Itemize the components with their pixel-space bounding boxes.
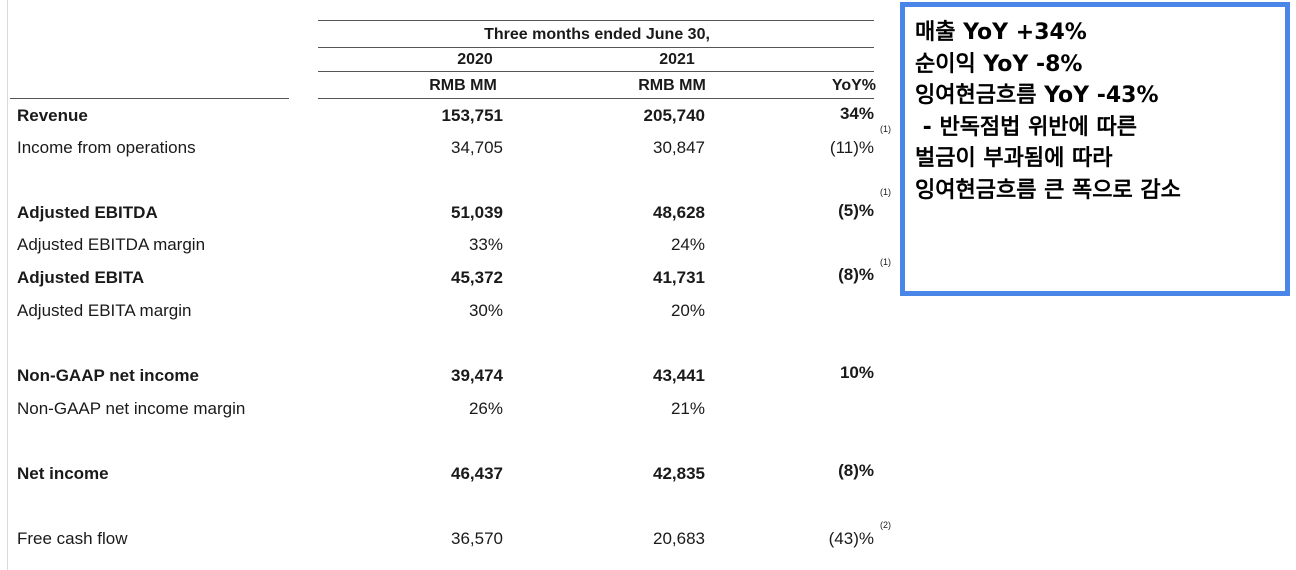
- row-label-revenue: Revenue: [17, 106, 88, 125]
- adjusted-ebitda-footnote: (1): [880, 187, 891, 197]
- callout-line-fcf-decline: 잉여현금흐름 큰 폭으로 감소: [915, 177, 1181, 203]
- header-bottom-rule-left: [10, 98, 289, 99]
- row-label-adjusted-ebitda-margin: Adjusted EBITDA margin: [17, 235, 206, 254]
- adjusted-ebitda-margin-2021: 24%: [670, 235, 705, 254]
- callout-line-net-income: 순이익 YoY -8%: [915, 51, 1083, 77]
- row-label-adjusted-ebita-margin: Adjusted EBITA margin: [17, 301, 192, 320]
- free-cash-flow-2021: 20,683: [653, 529, 705, 548]
- adjusted-ebita-2021: 41,731: [653, 268, 705, 287]
- adjusted-ebitda-margin-2020: 33%: [468, 235, 503, 254]
- row-label-non-gaap-net-income: Non-GAAP net income: [17, 366, 199, 385]
- free-cash-flow-2020: 36,570: [451, 529, 503, 548]
- period-underline: [318, 47, 874, 48]
- non-gaap-net-income-margin-2020: 26%: [468, 399, 503, 418]
- row-label-income-from-operations: Income from operations: [17, 138, 196, 157]
- adjusted-ebita-2020: 45,372: [451, 268, 503, 287]
- revenue-2021: 205,740: [643, 106, 705, 125]
- income-from-operations-2021: 30,847: [653, 138, 705, 157]
- header-bottom-rule-right: [318, 98, 874, 99]
- net-income-yoy: (8)%: [838, 461, 874, 480]
- non-gaap-net-income-2021: 43,441: [653, 366, 705, 385]
- year-2020-header: 2020: [457, 51, 493, 68]
- adjusted-ebitda-2021: 48,628: [653, 203, 705, 222]
- row-label-net-income: Net income: [17, 464, 109, 483]
- adjusted-ebita-margin-2020: 30%: [468, 301, 503, 320]
- header-top-rule: [318, 20, 874, 21]
- callout-line-fine: 벌금이 부과됨에 따라: [915, 146, 1113, 171]
- callout-line-revenue: 매출 YoY +34%: [915, 20, 1087, 45]
- row-label-adjusted-ebita: Adjusted EBITA: [17, 268, 145, 287]
- adjusted-ebitda-yoy: (5)%: [838, 201, 874, 220]
- non-gaap-net-income-yoy: 10%: [839, 363, 874, 382]
- row-label-adjusted-ebitda: Adjusted EBITDA: [17, 203, 158, 222]
- page-left-border: [0, 0, 8, 570]
- callout-line-antitrust: - 반독점법 위반에 따른: [915, 114, 1137, 140]
- adjusted-ebitda-2020: 51,039: [451, 203, 503, 222]
- unit-2020-header: RMB MM: [429, 77, 497, 94]
- yoy-header: YoY%: [831, 77, 876, 94]
- row-label-non-gaap-net-income-margin: Non-GAAP net income margin: [17, 399, 246, 418]
- free-cash-flow-footnote: (2): [880, 520, 891, 530]
- year-underline: [318, 71, 874, 72]
- revenue-yoy: 34%: [839, 104, 874, 123]
- income-from-operations-yoy: (11)%: [829, 138, 874, 157]
- net-income-2020: 46,437: [451, 464, 503, 483]
- adjusted-ebita-footnote: (1): [880, 257, 891, 267]
- annotation-callout: 매출 YoY +34% 순이익 YoY -8% 잉여현금흐름 YoY -43% …: [900, 2, 1290, 296]
- unit-2021-header: RMB MM: [638, 77, 706, 94]
- callout-line-fcf: 잉여현금흐름 YoY -43%: [915, 83, 1159, 108]
- free-cash-flow-yoy: (43)%: [828, 529, 874, 548]
- non-gaap-net-income-margin-2021: 21%: [670, 399, 705, 418]
- non-gaap-net-income-2020: 39,474: [451, 366, 503, 385]
- period-header: Three months ended June 30,: [484, 26, 710, 43]
- adjusted-ebita-yoy: (8)%: [838, 265, 874, 284]
- net-income-2021: 42,835: [653, 464, 705, 483]
- revenue-2020: 153,751: [441, 106, 503, 125]
- row-label-free-cash-flow: Free cash flow: [17, 529, 128, 548]
- income-from-operations-2020: 34,705: [451, 138, 503, 157]
- adjusted-ebita-margin-2021: 20%: [670, 301, 705, 320]
- year-2021-header: 2021: [659, 51, 695, 68]
- revenue-footnote: (1): [880, 124, 891, 134]
